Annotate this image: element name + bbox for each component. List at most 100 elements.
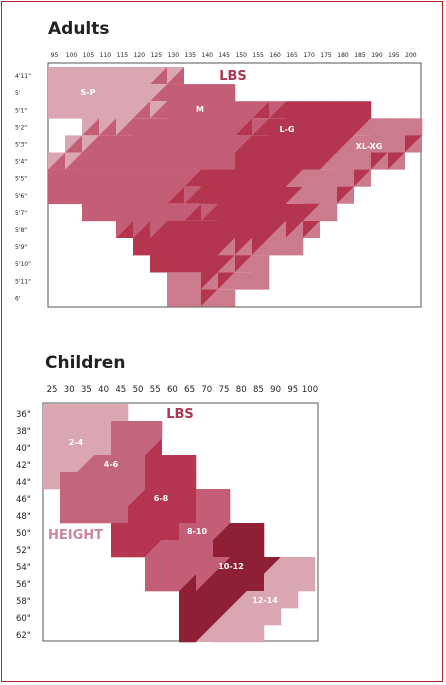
- adults-cell: [218, 272, 235, 290]
- adults-cell: [201, 220, 219, 239]
- children-cell: [196, 523, 214, 541]
- adults-cell: [184, 118, 202, 136]
- adults-x-tick-label: 200: [405, 52, 417, 59]
- children-cell: [77, 404, 95, 422]
- children-zone-label: 4-6: [104, 460, 119, 469]
- children-cell: [60, 472, 78, 490]
- adults-x-tick-label: 180: [337, 52, 349, 59]
- children-lbs-label: LBS: [166, 407, 194, 422]
- adults-cell: [184, 169, 201, 187]
- adults-cell: [235, 255, 252, 273]
- adults-y-tick-label: 5'7": [15, 210, 27, 217]
- children-cell: [145, 523, 163, 541]
- adults-cell: [167, 220, 185, 239]
- adults-y-tick-label: 5'6": [15, 193, 27, 200]
- adults-cell: [252, 220, 270, 239]
- adults-y-tick-label: 5'1": [15, 107, 27, 114]
- children-cell: [111, 523, 129, 541]
- adults-cell: [184, 152, 202, 170]
- adults-cell: [82, 84, 100, 102]
- children-cell: [213, 523, 230, 540]
- children-cell: [77, 506, 95, 524]
- children-cell: [179, 574, 196, 591]
- adults-cell: [99, 203, 117, 222]
- adults-x-tick-label: 105: [83, 52, 95, 59]
- children-x-tick-label: 25: [47, 385, 58, 395]
- children-y-tick-label: 58": [16, 597, 31, 607]
- adults-cell: [167, 186, 184, 204]
- children-x-tick-label: 60: [167, 385, 178, 395]
- adults-cell: [150, 84, 167, 102]
- adults-y-tick-label: 5'3": [15, 142, 27, 149]
- adults-x-tick-label: 110: [100, 52, 112, 59]
- adults-cell: [167, 255, 185, 273]
- children-cell: [43, 472, 61, 490]
- adults-cell: [201, 84, 219, 102]
- adults-cell: [252, 272, 270, 290]
- adults-cell: [235, 152, 253, 170]
- children-zone-label: 12-14: [252, 596, 278, 605]
- adults-x-tick-label: 95: [51, 52, 59, 59]
- children-cell: [77, 438, 95, 456]
- children-cell: [179, 506, 197, 524]
- children-cell: [179, 591, 197, 609]
- children-cell: [213, 506, 231, 524]
- adults-cell: [337, 118, 355, 136]
- adults-cell: [218, 203, 236, 222]
- adults-cell: [269, 169, 287, 187]
- adults-cell: [65, 84, 83, 102]
- adults-cell: [337, 152, 355, 170]
- adults-cell: [303, 101, 321, 119]
- adults-cell: [252, 255, 270, 273]
- adults-x-tick-label: 120: [134, 52, 146, 59]
- adults-cell: [150, 135, 168, 153]
- children-cell: [60, 489, 78, 507]
- adults-cell: [286, 152, 304, 170]
- adults-cell: [201, 255, 219, 273]
- children-cell: [162, 523, 180, 541]
- adults-cell: [337, 101, 355, 119]
- adults-cell: [99, 135, 117, 153]
- adults-cell: [184, 289, 202, 307]
- adults-cell: [133, 135, 151, 153]
- adults-zone-label: XL-XG: [356, 142, 383, 151]
- children-y-tick-label: 62": [16, 631, 31, 641]
- adults-cell: [303, 220, 320, 238]
- adults-cell: [303, 118, 321, 136]
- children-cell: [213, 591, 231, 609]
- adults-cell: [235, 118, 252, 136]
- adults-cell: [82, 203, 100, 222]
- children-cell: [213, 608, 230, 625]
- adults-cell: [82, 118, 99, 136]
- adults-x-tick-label: 185: [354, 52, 366, 59]
- adults-cell: [116, 152, 134, 170]
- adults-cell: [133, 67, 151, 85]
- children-cell: [145, 557, 163, 575]
- adults-y-tick-label: 6': [15, 295, 21, 302]
- adults-cell: [48, 169, 66, 187]
- adults-cell: [252, 169, 270, 187]
- adults-cell: [235, 169, 253, 187]
- adults-cell: [320, 118, 338, 136]
- adults-x-tick-label: 165: [286, 52, 298, 59]
- adults-cell: [133, 238, 151, 256]
- children-cell: [128, 472, 146, 490]
- adults-cell: [133, 220, 150, 238]
- children-cell: [230, 557, 248, 575]
- adults-cell: [133, 186, 151, 205]
- adults-cell: [116, 84, 134, 102]
- children-cell: [196, 557, 214, 575]
- adults-cell: [82, 67, 100, 85]
- children-cell: [162, 540, 180, 558]
- children-cell: [162, 489, 180, 507]
- adults-y-tick-label: 5': [15, 90, 21, 97]
- adults-cell: [167, 169, 185, 187]
- children-cell: [196, 506, 214, 524]
- adults-cell: [133, 152, 151, 170]
- children-cell: [94, 455, 112, 473]
- adults-x-tick-label: 140: [202, 52, 214, 59]
- children-x-tick-label: 80: [236, 385, 247, 395]
- children-x-tick-label: 95: [287, 385, 298, 395]
- adults-cell: [82, 101, 100, 119]
- children-cell: [247, 540, 265, 558]
